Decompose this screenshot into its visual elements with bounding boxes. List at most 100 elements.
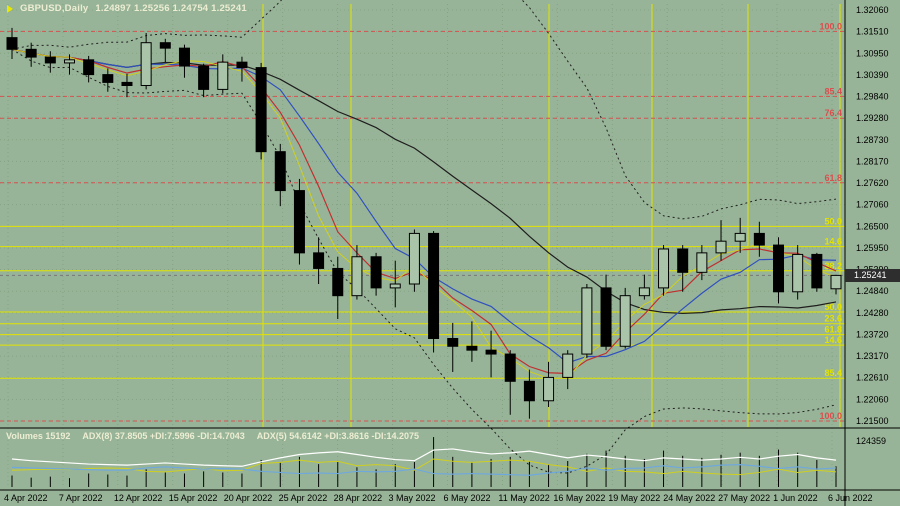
price-axis-label: 1.24280 (856, 308, 889, 318)
candle-body (140, 42, 152, 87)
candle-body (6, 37, 18, 50)
candle-body (217, 61, 229, 90)
price-axis-label: 1.25950 (856, 243, 889, 253)
adx5-values-label: ADX(5) 54.6142 +DI:3.8616 -DI:14.2075 (256, 431, 420, 441)
slow-ma-line (11, 48, 837, 314)
candle-body (178, 47, 190, 67)
adx-main-line (11, 448, 837, 467)
candle-body (792, 253, 804, 293)
fibonacci-time-lines (262, 4, 841, 427)
fib-level-label: 14.6 (824, 335, 842, 345)
candle-body (504, 353, 516, 382)
ohlc-values: 1.24897 1.25256 1.24754 1.25241 (95, 3, 247, 14)
fib-level-label: 23.6 (824, 314, 842, 324)
date-axis-label: 25 Apr 2022 (279, 493, 328, 503)
candle-body (638, 287, 650, 297)
price-axis-label: 1.23720 (856, 329, 889, 339)
price-axis-label: 1.28730 (856, 135, 889, 145)
symbol-timeframe-label: GBPUSD,Daily (20, 3, 89, 14)
adx-di-minus-line (11, 458, 837, 476)
candle-body (619, 295, 631, 347)
date-axis-label: 4 Apr 2022 (4, 493, 48, 503)
candle-body (581, 287, 593, 355)
fib-level-label: 100.0 (819, 21, 842, 31)
candle-body (370, 256, 382, 289)
volume-bars-layer (11, 437, 837, 487)
date-axis-label: 1 Jun 2022 (773, 493, 818, 503)
date-axis-label: 20 Apr 2022 (224, 493, 273, 503)
fib-level-label: 85.4 (824, 368, 842, 378)
date-axis-label: 15 Apr 2022 (169, 493, 218, 503)
fib-level-label: 61.8 (824, 173, 842, 183)
candle-body (159, 42, 171, 49)
candle-body (447, 337, 459, 347)
candle-body (25, 48, 37, 58)
fib-level-label: 61.8 (824, 325, 842, 335)
candle-body (63, 59, 75, 64)
bollinger-lower-line (11, 48, 837, 474)
candle-body (734, 232, 746, 242)
date-axis-label: 28 Apr 2022 (334, 493, 383, 503)
candle-body (523, 380, 535, 402)
candle-body (428, 232, 440, 339)
candle-body (658, 248, 670, 289)
candle-body (102, 74, 114, 83)
candle-body (389, 283, 401, 289)
candle-body (485, 349, 497, 355)
candle-body (830, 274, 842, 290)
chart-title: GBPUSD,Daily 1.24897 1.25256 1.24754 1.2… (7, 3, 247, 14)
candle-body (351, 256, 363, 297)
fib-level-label: 50.0 (824, 302, 842, 312)
candle-body (313, 252, 325, 269)
candle-body (236, 61, 248, 69)
price-axis-label: 1.27620 (856, 178, 889, 188)
symbol-marker-icon (7, 4, 13, 13)
date-axis-label: 11 May 2022 (498, 493, 549, 503)
fib-level-label: 38.2 (824, 261, 842, 271)
price-axis-label: 1.23170 (856, 351, 889, 361)
candle-body (466, 345, 478, 351)
bollinger-upper-line (11, 0, 837, 220)
indicator-header: Volumes 15192 ADX(8) 37.8505 +DI:7.5996 … (6, 431, 419, 441)
candle-body (715, 240, 727, 254)
price-axis-label: 1.27060 (856, 200, 889, 210)
current-price-badge: 1.25241 (845, 269, 900, 282)
candle-body (408, 232, 420, 285)
candle-body (332, 267, 344, 297)
date-axis-label: 16 May 2022 (553, 493, 605, 503)
candle-body (753, 232, 765, 246)
fib-level-label: 85.4 (824, 86, 842, 96)
price-axis-label: 1.30950 (856, 48, 889, 58)
subwindow-axis-label: 124359 (856, 436, 886, 446)
candle-body (543, 376, 555, 402)
price-axis-label: 1.29840 (856, 92, 889, 102)
candle-body (44, 56, 56, 64)
date-axis-label: 24 May 2022 (663, 493, 715, 503)
yellow-ma-line (11, 48, 837, 379)
price-axis-label: 1.26500 (856, 221, 889, 231)
fib-level-label: 76.4 (824, 108, 842, 118)
price-axis-label: 1.29280 (856, 113, 889, 123)
adx-di-plus-line (11, 463, 837, 476)
fib-level-label: 14.6 (824, 237, 842, 247)
price-axis-label: 1.31510 (856, 27, 889, 37)
volumes-value-label: Volumes 15192 (6, 431, 71, 441)
date-axis-label: 3 May 2022 (389, 493, 436, 503)
candle-body (293, 190, 305, 254)
price-axis-label: 1.22610 (856, 373, 889, 383)
price-axis-label: 1.24840 (856, 286, 889, 296)
fib-level-label: 50.0 (824, 216, 842, 226)
red-ma-line (11, 48, 837, 375)
date-axis: 4 Apr 2022 7 Apr 2022 12 Apr 2022 15 Apr 20… (4, 493, 873, 503)
candle-body (274, 151, 286, 192)
candle-body (83, 59, 95, 76)
date-axis-label: 19 May 2022 (608, 493, 660, 503)
candle-body (696, 252, 708, 273)
candle-body (811, 253, 823, 289)
candle-body (121, 81, 133, 87)
candle-body (677, 248, 689, 273)
price-axis-label: 1.28170 (856, 156, 889, 166)
date-axis-label: 12 Apr 2022 (114, 493, 163, 503)
